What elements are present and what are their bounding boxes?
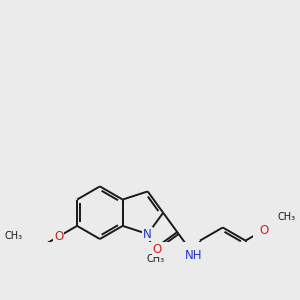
Text: CH₃: CH₃ [4, 231, 22, 242]
Text: O: O [259, 224, 268, 237]
Text: NH: NH [185, 249, 203, 262]
Text: O: O [153, 243, 162, 256]
Text: CH₃: CH₃ [147, 254, 165, 264]
Text: O: O [54, 230, 64, 243]
Text: CH₃: CH₃ [278, 212, 296, 222]
Text: N: N [143, 227, 152, 241]
